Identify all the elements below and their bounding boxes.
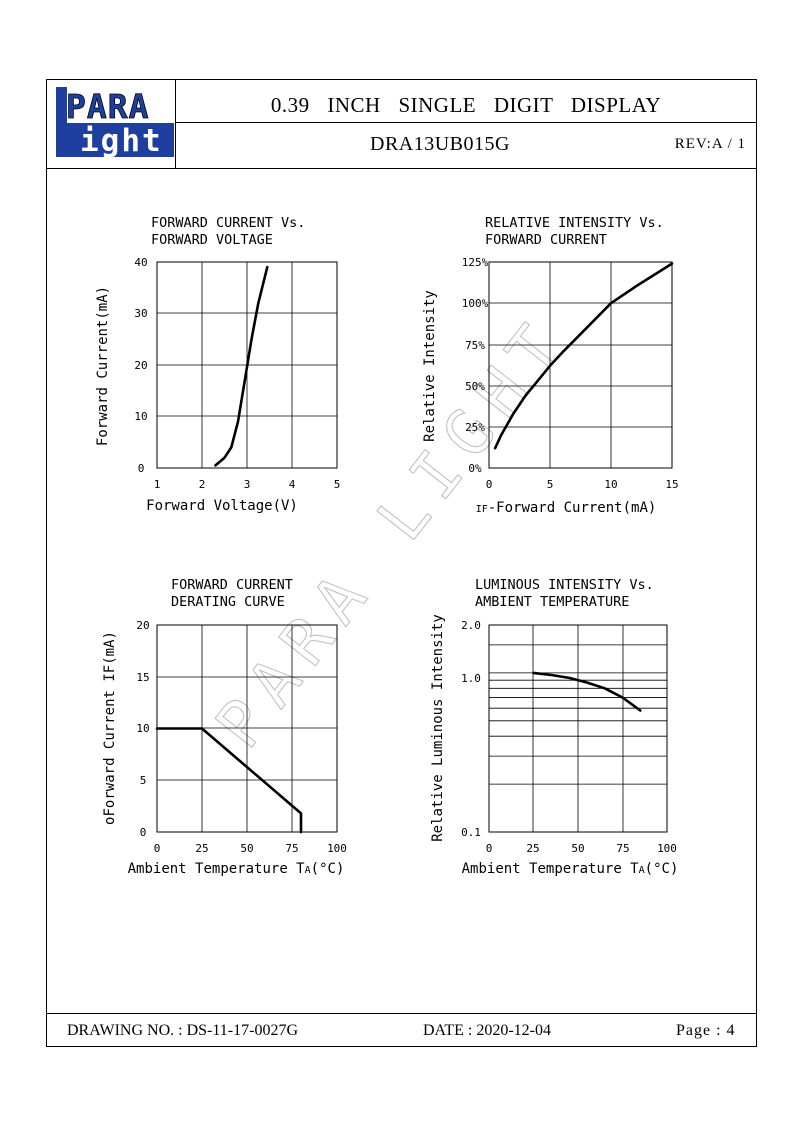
chart2-ylabel: Relative Intensity (422, 290, 438, 442)
chart4-series-line (532, 671, 642, 712)
chart3-xtick-label: 25 (195, 842, 208, 855)
chart1-xtick-label: 5 (334, 478, 341, 491)
page-number: Page : 4 (676, 1022, 736, 1039)
part-number: DRA13UB015G (370, 133, 510, 155)
chart1-ytick-label: 0 (138, 462, 145, 475)
chart3-xtick-label: 50 (240, 842, 253, 855)
chart3-xlabel-part: (°C) (311, 861, 345, 877)
chart2-xlabel: IF-Forward Current(mA) (476, 500, 657, 516)
logo-top-text: PARA (66, 87, 149, 126)
footer-divider (46, 1013, 757, 1014)
chart4-ytick-label: 0.1 (461, 826, 481, 839)
chart1-xtick-label: 4 (289, 478, 296, 491)
chart3-ytick-label: 20 (136, 619, 149, 632)
chart3-ytick-label: 5 (140, 774, 147, 787)
chart1-ytick-label: 20 (134, 359, 147, 372)
chart1-ytick-label: 40 (134, 256, 147, 269)
chart2-ytick-label: 50% (465, 380, 485, 393)
chart2-title: RELATIVE INTENSITY Vs. FORWARD CURRENT (485, 215, 664, 248)
chart2-ytick-label: 100% (462, 297, 489, 310)
chart1-ytick-label: 30 (134, 307, 147, 320)
chart3-xlabel: Ambient Temperature TA(°C) (128, 861, 345, 877)
chart3-series-line (155, 727, 303, 834)
chart3-ytick-label: 0 (140, 826, 147, 839)
chart3-ytick-label: 10 (136, 722, 149, 735)
chart4-xlabel-part: Ambient Temperature T (462, 861, 640, 877)
chart1-series-line (214, 265, 269, 467)
chart2-xlabel-part: -Forward Current(mA) (488, 500, 657, 516)
logo-bottom-text: ight (80, 123, 163, 159)
chart4-xtick-label: 25 (526, 842, 539, 855)
chart1-xtick-label: 2 (199, 478, 206, 491)
chart2-ytick-label: 75% (465, 339, 485, 352)
chart2-xtick-label: 5 (547, 478, 554, 491)
logo-divider (175, 79, 176, 168)
chart2-ytick-label: 0% (468, 462, 482, 475)
chart4-xlabel-sub: A (639, 865, 645, 876)
chart1-title: FORWARD CURRENT Vs. FORWARD VOLTAGE (151, 215, 306, 248)
chart3-xtick-label: 100 (327, 842, 347, 855)
chart4-xtick-label: 50 (571, 842, 584, 855)
watermark-text: PARA LIGHT (202, 302, 584, 762)
chart1-xtick-label: 3 (244, 478, 251, 491)
chart2-plot-frame (488, 261, 673, 469)
chart3-title: FORWARD CURRENT DERATING CURVE (171, 577, 293, 610)
chart4-xtick-label: 75 (616, 842, 629, 855)
chart4-ylabel: Relative Luminous Intensity (430, 614, 446, 842)
title-divider (175, 122, 757, 123)
chart2-xtick-label: 0 (486, 478, 493, 491)
chart3-ylabel: oForward Current IF(mA) (102, 631, 118, 825)
chart2-xtick-label: 15 (665, 478, 678, 491)
header-divider (46, 168, 757, 169)
chart4-xtick-label: 100 (657, 842, 677, 855)
chart4-xlabel: Ambient Temperature TA(°C) (462, 861, 679, 877)
chart1-xlabel: Forward Voltage(V) (146, 498, 298, 514)
chart2-ytick-label: 25% (465, 421, 485, 434)
chart4-xlabel-part: (°C) (645, 861, 679, 877)
chart4-ytick-label: 1.0 (461, 672, 481, 685)
document-title: 0.39 INCH SINGLE DIGIT DISPLAY (270, 93, 662, 117)
chart1-ylabel: Forward Current(mA) (95, 286, 111, 446)
drawing-frame (46, 79, 757, 1047)
chart3-ytick-label: 15 (136, 671, 149, 684)
revision-label: REV:A / 1 (674, 136, 746, 152)
chart4-ytick-label: 2.0 (461, 619, 481, 632)
drawing-date: DATE : 2020-12-04 (423, 1022, 551, 1039)
chart2-ytick-label: 125% (462, 256, 489, 269)
chart2-series-line (493, 262, 674, 450)
chart2-xlabel-sub: IF (476, 504, 488, 515)
chart3-xlabel-part: Ambient Temperature T (128, 861, 306, 877)
chart4-xtick-label: 0 (486, 842, 493, 855)
chart2-xtick-label: 10 (604, 478, 617, 491)
chart3-xtick-label: 75 (285, 842, 298, 855)
chart1-xtick-label: 1 (154, 478, 161, 491)
drawing-number: DRAWING NO. : DS-11-17-0027G (67, 1022, 298, 1039)
chart3-xlabel-sub: A (305, 865, 311, 876)
chart1-ytick-label: 10 (134, 410, 147, 423)
para-light-logo: PARA ight L (56, 87, 174, 159)
chart3-xtick-label: 0 (154, 842, 161, 855)
chart4-title: LUMINOUS INTENSITY Vs. AMBIENT TEMPERATU… (475, 577, 654, 610)
